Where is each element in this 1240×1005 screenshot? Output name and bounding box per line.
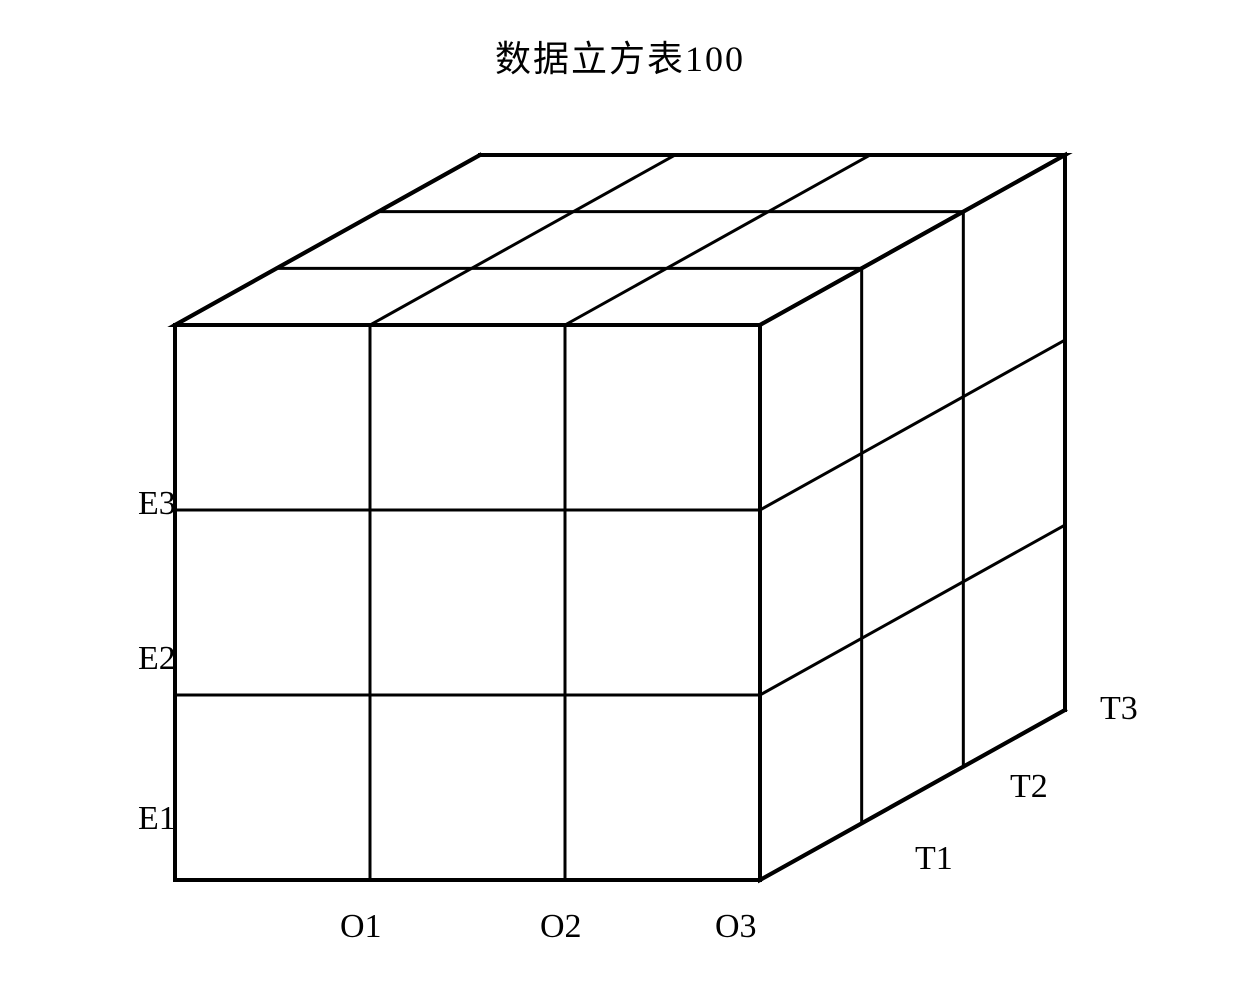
t-axis-label-2: T2 <box>1010 768 1048 806</box>
o-axis-label-2: O2 <box>540 908 582 946</box>
e-axis-label-1: E1 <box>138 800 176 838</box>
t-axis-label-3: T3 <box>1100 690 1138 728</box>
cube-svg <box>100 110 1140 930</box>
t-axis-label-1: T1 <box>915 840 953 878</box>
e-axis-label-2: E2 <box>138 640 176 678</box>
o-axis-label-3: O3 <box>715 908 757 946</box>
o-axis-label-1: O1 <box>340 908 382 946</box>
cube-diagram: E1 E2 E3 O1 O2 O3 T1 T2 T3 <box>100 110 1140 930</box>
e-axis-label-3: E3 <box>138 485 176 523</box>
diagram-title: 数据立方表100 <box>0 30 1240 82</box>
